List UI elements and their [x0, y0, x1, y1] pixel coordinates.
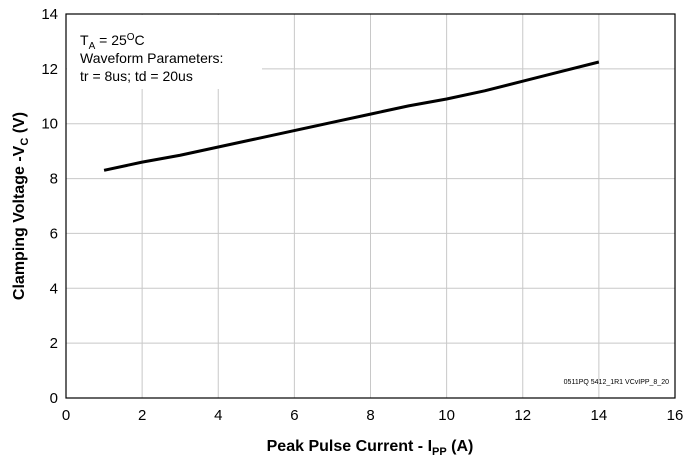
x-tick-label: 4	[214, 407, 222, 424]
y-tick-label: 6	[50, 225, 58, 242]
x-tick-label: 12	[514, 407, 531, 424]
annotation-text: C	[135, 32, 145, 48]
x-label-text: Peak Pulse Current - I	[267, 438, 432, 455]
x-label-sub: PP	[432, 446, 447, 458]
annotation-box	[67, 15, 262, 89]
y-tick-label: 4	[50, 280, 58, 297]
x-tick-label: 8	[366, 407, 374, 424]
y-tick-label: 2	[50, 335, 58, 352]
annotation-text: = 25	[95, 32, 127, 48]
x-tick-label: 0	[62, 407, 70, 424]
y-tick-label: 8	[50, 171, 58, 188]
y-tick-label: 12	[41, 61, 58, 78]
x-tick-label: 16	[667, 407, 683, 424]
x-axis-label: Peak Pulse Current - IPP (A)	[267, 438, 474, 458]
annotation-line2: Waveform Parameters:	[80, 50, 223, 66]
x-tick-label: 10	[438, 407, 455, 424]
y-tick-label: 10	[41, 116, 58, 133]
annotation-line1: TA = 25OC	[80, 32, 145, 52]
x-tick-label: 2	[138, 407, 146, 424]
annotation-sup: O	[127, 32, 135, 43]
x-tick-label: 6	[290, 407, 298, 424]
footnote: 0511PQ 5412_1R1 VCvIPP_8_20	[564, 379, 669, 386]
y-axis-label: Clamping Voltage -VC (V)	[11, 112, 31, 300]
y-label-text: (V)	[11, 112, 28, 138]
x-label-text: (A)	[447, 438, 474, 455]
y-tick-label: 0	[50, 390, 58, 407]
y-label-text: Clamping Voltage -V	[11, 145, 28, 300]
plot-frame	[65, 13, 676, 399]
data-line	[103, 60, 600, 172]
x-tick-label: 14	[591, 407, 608, 424]
annotation-sub: A	[89, 41, 96, 52]
annotation-text: T	[80, 32, 89, 48]
y-label-sub: C	[19, 138, 31, 146]
y-tick-label: 14	[41, 6, 58, 23]
annotation-line3: tr = 8us; td = 20us	[80, 68, 193, 84]
